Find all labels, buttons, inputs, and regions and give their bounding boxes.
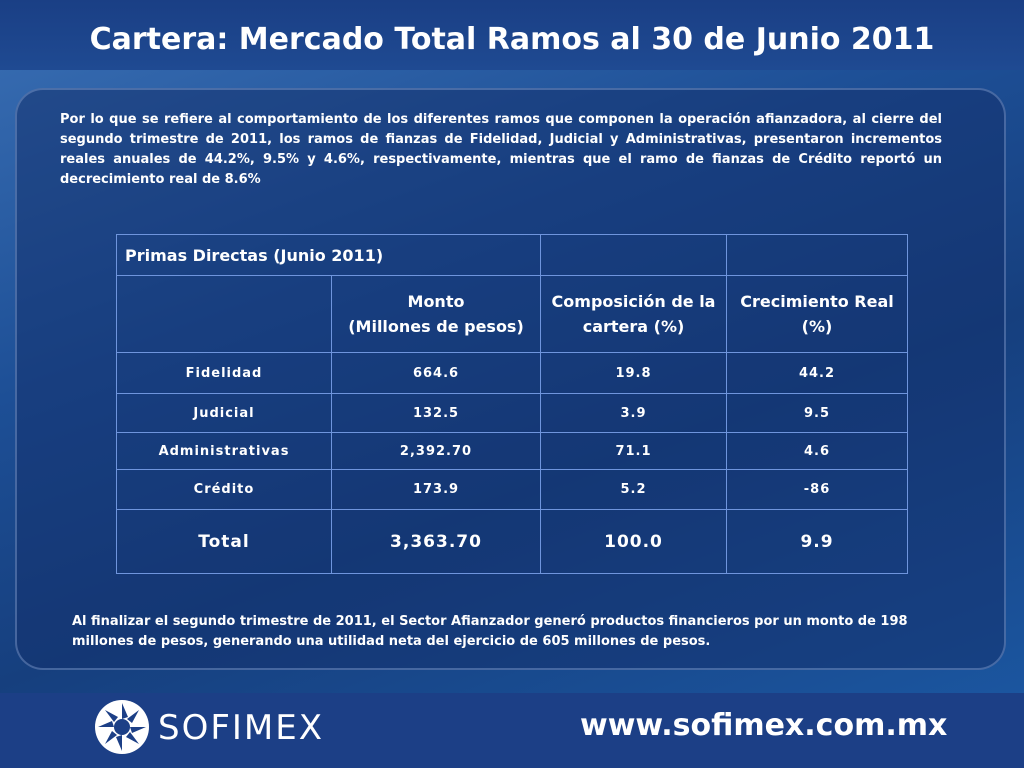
total-row: Total 3,363.70 100.0 9.9 [116,509,908,574]
header-row: Monto (Millones de pesos) Composición de… [116,275,908,353]
cell: 71.1 [540,432,727,470]
cell: 173.9 [331,469,541,510]
note-text: Al finalizar el segundo trimestre de 201… [72,614,908,649]
intro-text: Por lo que se refiere al comportamiento … [60,112,942,187]
cell: Total [116,509,332,574]
title-bar [0,0,1024,70]
brand-name: SOFIMEX [158,708,325,748]
cell: Judicial [116,393,332,433]
cell: 5.2 [540,469,727,510]
cell: 100.0 [540,509,727,574]
cell: 2,392.70 [331,432,541,470]
cell: 4.6 [726,432,908,470]
empty-cell [726,234,908,276]
column-header: Monto (Millones de pesos) [331,275,541,353]
empty-cell [540,234,727,276]
table-row: Fidelidad 664.6 19.8 44.2 [116,352,908,394]
table-row: Judicial 132.5 3.9 9.5 [116,393,908,433]
cell: 9.5 [726,393,908,433]
website-url: www.sofimex.com.mx [580,708,948,743]
column-header: Composición de la cartera (%) [540,275,727,353]
table-row: Administrativas 2,392.70 71.1 4.6 [116,432,908,470]
cell: -86 [726,469,908,510]
column-header: Crecimiento Real (%) [726,275,908,353]
premiums-table: Primas Directas (Junio 2011) Monto (Mill… [116,234,908,574]
cell: Administrativas [116,432,332,470]
cell: Fidelidad [116,352,332,394]
footer-bar [0,693,1024,768]
empty-cell [116,275,332,353]
cell: 664.6 [331,352,541,394]
cell: 3.9 [540,393,727,433]
table-caption: Primas Directas (Junio 2011) [116,234,541,276]
table-row: Crédito 173.9 5.2 -86 [116,469,908,510]
caption-row: Primas Directas (Junio 2011) [116,234,908,276]
slide-title: Cartera: Mercado Total Ramos al 30 de Ju… [89,22,935,57]
cell: 19.8 [540,352,727,394]
logo-icon [95,700,149,754]
cell: 44.2 [726,352,908,394]
cell: Crédito [116,469,332,510]
cell: 3,363.70 [331,509,541,574]
cell: 132.5 [331,393,541,433]
cell: 9.9 [726,509,908,574]
